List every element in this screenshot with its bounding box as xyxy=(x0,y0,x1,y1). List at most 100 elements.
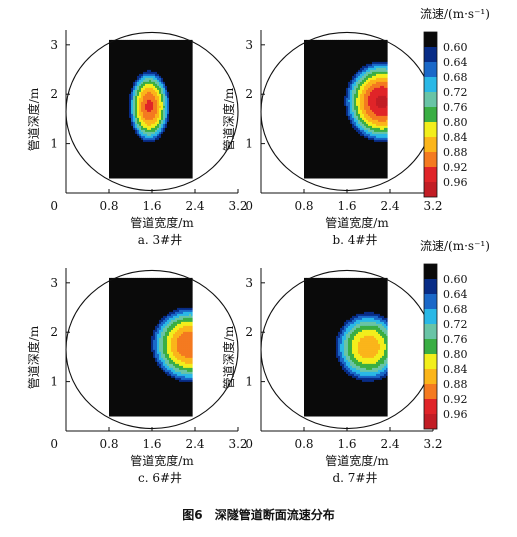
velocity-cell xyxy=(141,69,144,73)
velocity-cell xyxy=(129,125,132,129)
velocity-cell xyxy=(175,113,178,117)
velocity-cell xyxy=(173,99,176,103)
velocity-cell xyxy=(133,159,136,163)
velocity-cell xyxy=(155,91,158,95)
velocity-cell xyxy=(159,51,162,55)
velocity-cell xyxy=(326,45,329,49)
velocity-cell xyxy=(310,41,313,45)
velocity-cell xyxy=(358,79,361,83)
velocity-cell xyxy=(155,135,158,139)
velocity-cell xyxy=(372,123,375,127)
velocity-cell xyxy=(143,163,146,167)
velocity-cell xyxy=(175,85,178,89)
velocity-cell xyxy=(143,105,146,109)
velocity-cell xyxy=(183,137,186,141)
velocity-cell xyxy=(173,53,176,57)
velocity-cell xyxy=(181,111,184,115)
velocity-cell xyxy=(342,111,345,115)
velocity-cell xyxy=(137,111,140,115)
velocity-cell xyxy=(163,39,166,43)
velocity-cell xyxy=(111,79,114,83)
velocity-cell xyxy=(354,99,357,103)
velocity-cell xyxy=(316,101,319,105)
velocity-cell xyxy=(354,73,357,77)
velocity-cell xyxy=(368,87,371,91)
velocity-cell xyxy=(141,155,144,159)
velocity-cell xyxy=(304,39,307,43)
velocity-cell xyxy=(133,67,136,71)
velocity-cell xyxy=(183,73,186,77)
velocity-cell xyxy=(304,101,307,105)
velocity-cell xyxy=(163,87,166,91)
velocity-cell xyxy=(147,83,150,87)
velocity-cell xyxy=(175,145,178,149)
velocity-cell xyxy=(358,39,361,43)
velocity-cell xyxy=(314,71,317,75)
velocity-cell xyxy=(368,85,371,89)
velocity-cell xyxy=(167,145,170,149)
velocity-cell xyxy=(159,143,162,147)
velocity-cell xyxy=(306,53,309,57)
velocity-cell xyxy=(157,75,160,79)
velocity-cell xyxy=(386,111,388,115)
velocity-cell xyxy=(163,127,166,131)
velocity-cell xyxy=(145,65,148,69)
velocity-cell xyxy=(374,51,377,55)
velocity-cell xyxy=(173,131,176,135)
velocity-cell xyxy=(350,87,353,91)
velocity-cell xyxy=(181,47,184,51)
velocity-cell xyxy=(117,65,120,69)
velocity-cell xyxy=(185,123,188,127)
velocity-cell xyxy=(111,119,114,123)
velocity-cell xyxy=(133,43,136,47)
velocity-cell xyxy=(175,47,178,51)
velocity-cell xyxy=(151,77,154,81)
velocity-cell xyxy=(326,93,329,97)
velocity-cell xyxy=(181,107,184,111)
velocity-cell xyxy=(125,71,128,75)
velocity-cell xyxy=(125,159,128,163)
velocity-cell xyxy=(163,83,166,87)
velocity-cell xyxy=(330,99,333,103)
velocity-cell xyxy=(149,109,152,113)
velocity-cell xyxy=(330,77,333,81)
velocity-cell xyxy=(334,101,337,105)
velocity-cell xyxy=(336,89,339,93)
velocity-cell xyxy=(135,143,138,147)
velocity-cell xyxy=(191,97,193,101)
velocity-cell xyxy=(374,121,377,125)
velocity-cell xyxy=(380,75,383,79)
velocity-cell xyxy=(191,133,193,137)
velocity-cell xyxy=(175,115,178,119)
velocity-cell xyxy=(141,97,144,101)
velocity-cell xyxy=(372,63,375,67)
velocity-cell xyxy=(155,147,158,151)
velocity-cell xyxy=(151,155,154,159)
velocity-cell xyxy=(131,73,134,77)
velocity-cell xyxy=(336,57,339,61)
velocity-cell xyxy=(149,175,152,179)
velocity-cell xyxy=(127,129,130,133)
velocity-cell xyxy=(378,101,381,105)
velocity-cell xyxy=(312,59,315,63)
velocity-cell xyxy=(366,89,369,93)
velocity-cell xyxy=(330,131,333,135)
velocity-cell xyxy=(177,171,180,175)
velocity-cell xyxy=(149,159,152,163)
velocity-cell xyxy=(378,49,381,53)
velocity-cell xyxy=(322,129,325,133)
velocity-cell xyxy=(348,91,351,95)
velocity-cell xyxy=(344,95,347,99)
velocity-cell xyxy=(350,65,353,69)
velocity-cell xyxy=(179,63,182,67)
velocity-cell xyxy=(115,89,118,93)
velocity-cell xyxy=(384,113,387,117)
velocity-cell xyxy=(334,129,337,133)
velocity-cell xyxy=(129,49,132,53)
velocity-cell xyxy=(332,99,335,103)
velocity-cell xyxy=(135,113,138,117)
velocity-cell xyxy=(191,105,193,109)
velocity-cell xyxy=(189,99,192,103)
velocity-cell xyxy=(368,97,371,101)
velocity-cell xyxy=(334,117,337,121)
